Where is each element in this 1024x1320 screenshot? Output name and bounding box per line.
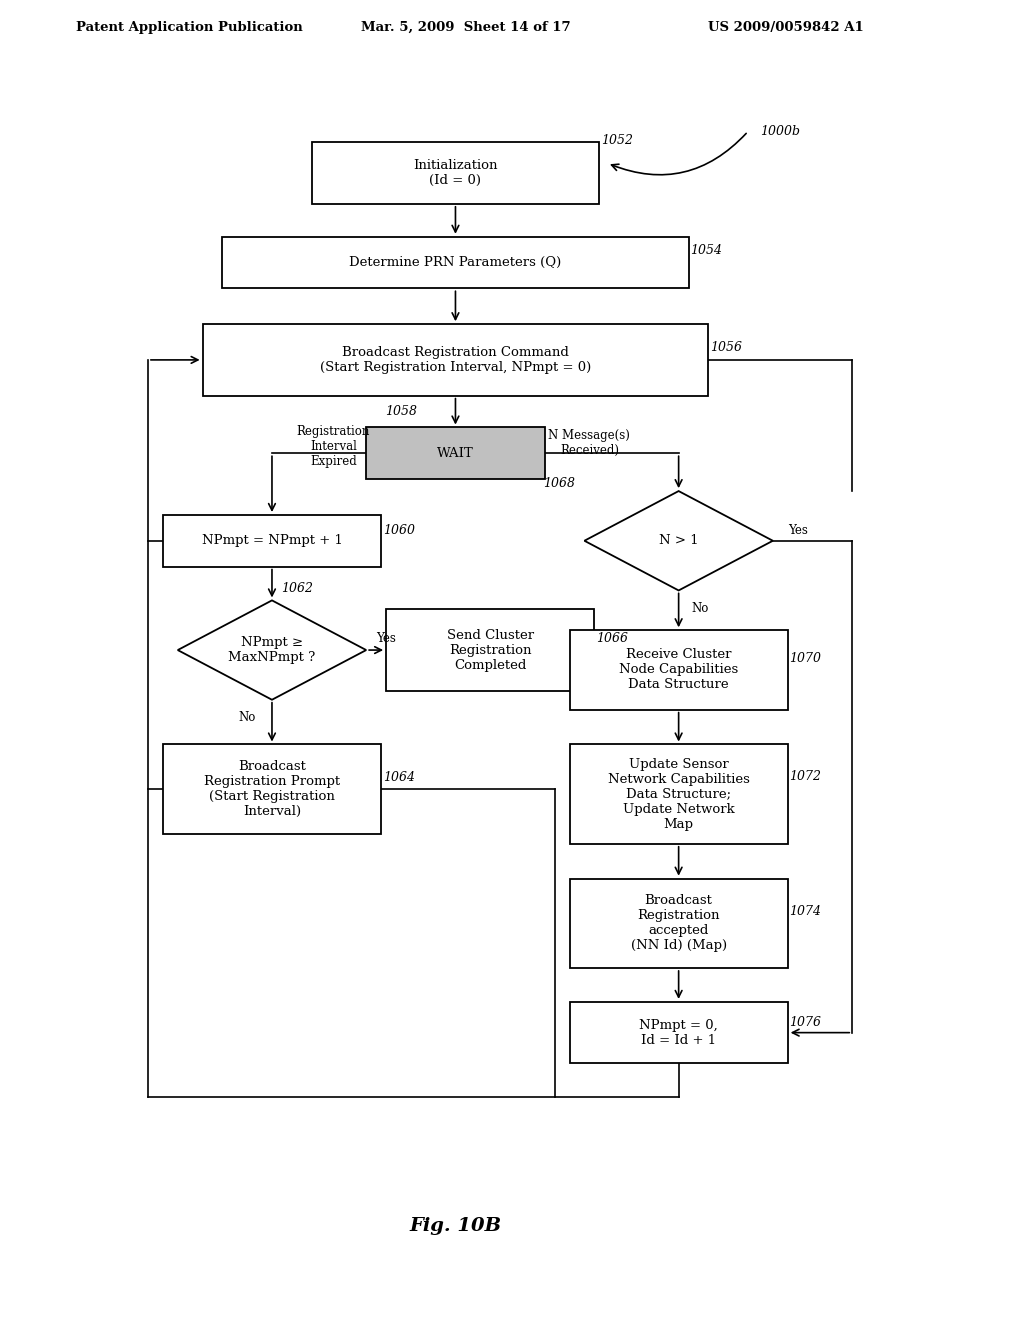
Bar (386, 610, 594, 690)
Bar (203, 325, 709, 396)
Bar (569, 1002, 787, 1064)
Text: Fig. 10B: Fig. 10B (410, 1217, 502, 1236)
Text: Determine PRN Parameters (Q): Determine PRN Parameters (Q) (349, 256, 561, 269)
Text: US 2009/0059842 A1: US 2009/0059842 A1 (709, 21, 864, 33)
Text: 1000b: 1000b (760, 125, 800, 137)
Text: Yes: Yes (787, 524, 808, 537)
Text: 1070: 1070 (790, 652, 821, 664)
Text: 1064: 1064 (383, 771, 415, 784)
Bar (569, 879, 787, 968)
Text: Registration
Interval
Expired: Registration Interval Expired (297, 425, 370, 467)
Text: 1052: 1052 (601, 133, 633, 147)
Text: 1068: 1068 (544, 477, 575, 490)
Text: Broadcast
Registration Prompt
(Start Registration
Interval): Broadcast Registration Prompt (Start Reg… (204, 760, 340, 818)
Text: 1062: 1062 (281, 582, 312, 595)
Text: 1066: 1066 (596, 632, 628, 644)
Text: Initialization
(Id = 0): Initialization (Id = 0) (414, 160, 498, 187)
Text: 1060: 1060 (383, 524, 415, 537)
Text: 1072: 1072 (790, 770, 821, 783)
Text: Receive Cluster
Node Capabilities
Data Structure: Receive Cluster Node Capabilities Data S… (618, 648, 738, 692)
Bar (163, 515, 381, 566)
Text: Update Sensor
Network Capabilities
Data Structure;
Update Network
Map: Update Sensor Network Capabilities Data … (607, 758, 750, 830)
Bar (311, 143, 599, 203)
Text: No: No (692, 602, 710, 615)
Text: 1058: 1058 (385, 405, 417, 418)
Text: Broadcast
Registration
accepted
(NN Id) (Map): Broadcast Registration accepted (NN Id) … (631, 895, 727, 952)
Text: Mar. 5, 2009  Sheet 14 of 17: Mar. 5, 2009 Sheet 14 of 17 (361, 21, 570, 33)
Text: WAIT: WAIT (437, 446, 474, 459)
Text: NPmpt = NPmpt + 1: NPmpt = NPmpt + 1 (202, 535, 342, 548)
Text: 1054: 1054 (690, 244, 722, 257)
Polygon shape (585, 491, 773, 590)
Text: 1076: 1076 (790, 1016, 821, 1030)
Bar (569, 630, 787, 710)
Bar (222, 236, 688, 288)
Bar (569, 744, 787, 843)
Text: Send Cluster
Registration
Completed: Send Cluster Registration Completed (446, 628, 534, 672)
Text: 1056: 1056 (711, 342, 742, 355)
Text: N > 1: N > 1 (658, 535, 698, 548)
Polygon shape (178, 601, 367, 700)
Text: 1074: 1074 (790, 906, 821, 917)
Bar (367, 428, 545, 479)
Text: Patent Application Publication: Patent Application Publication (76, 21, 302, 33)
Text: Broadcast Registration Command
(Start Registration Interval, NPmpt = 0): Broadcast Registration Command (Start Re… (319, 346, 591, 374)
Text: Yes: Yes (376, 632, 396, 644)
Text: NPmpt ≥
MaxNPmpt ?: NPmpt ≥ MaxNPmpt ? (228, 636, 315, 664)
Text: N Message(s)
Received): N Message(s) Received) (549, 429, 631, 457)
Text: No: No (239, 711, 256, 725)
Text: NPmpt = 0,
Id = Id + 1: NPmpt = 0, Id = Id + 1 (639, 1019, 718, 1047)
Bar (163, 744, 381, 834)
